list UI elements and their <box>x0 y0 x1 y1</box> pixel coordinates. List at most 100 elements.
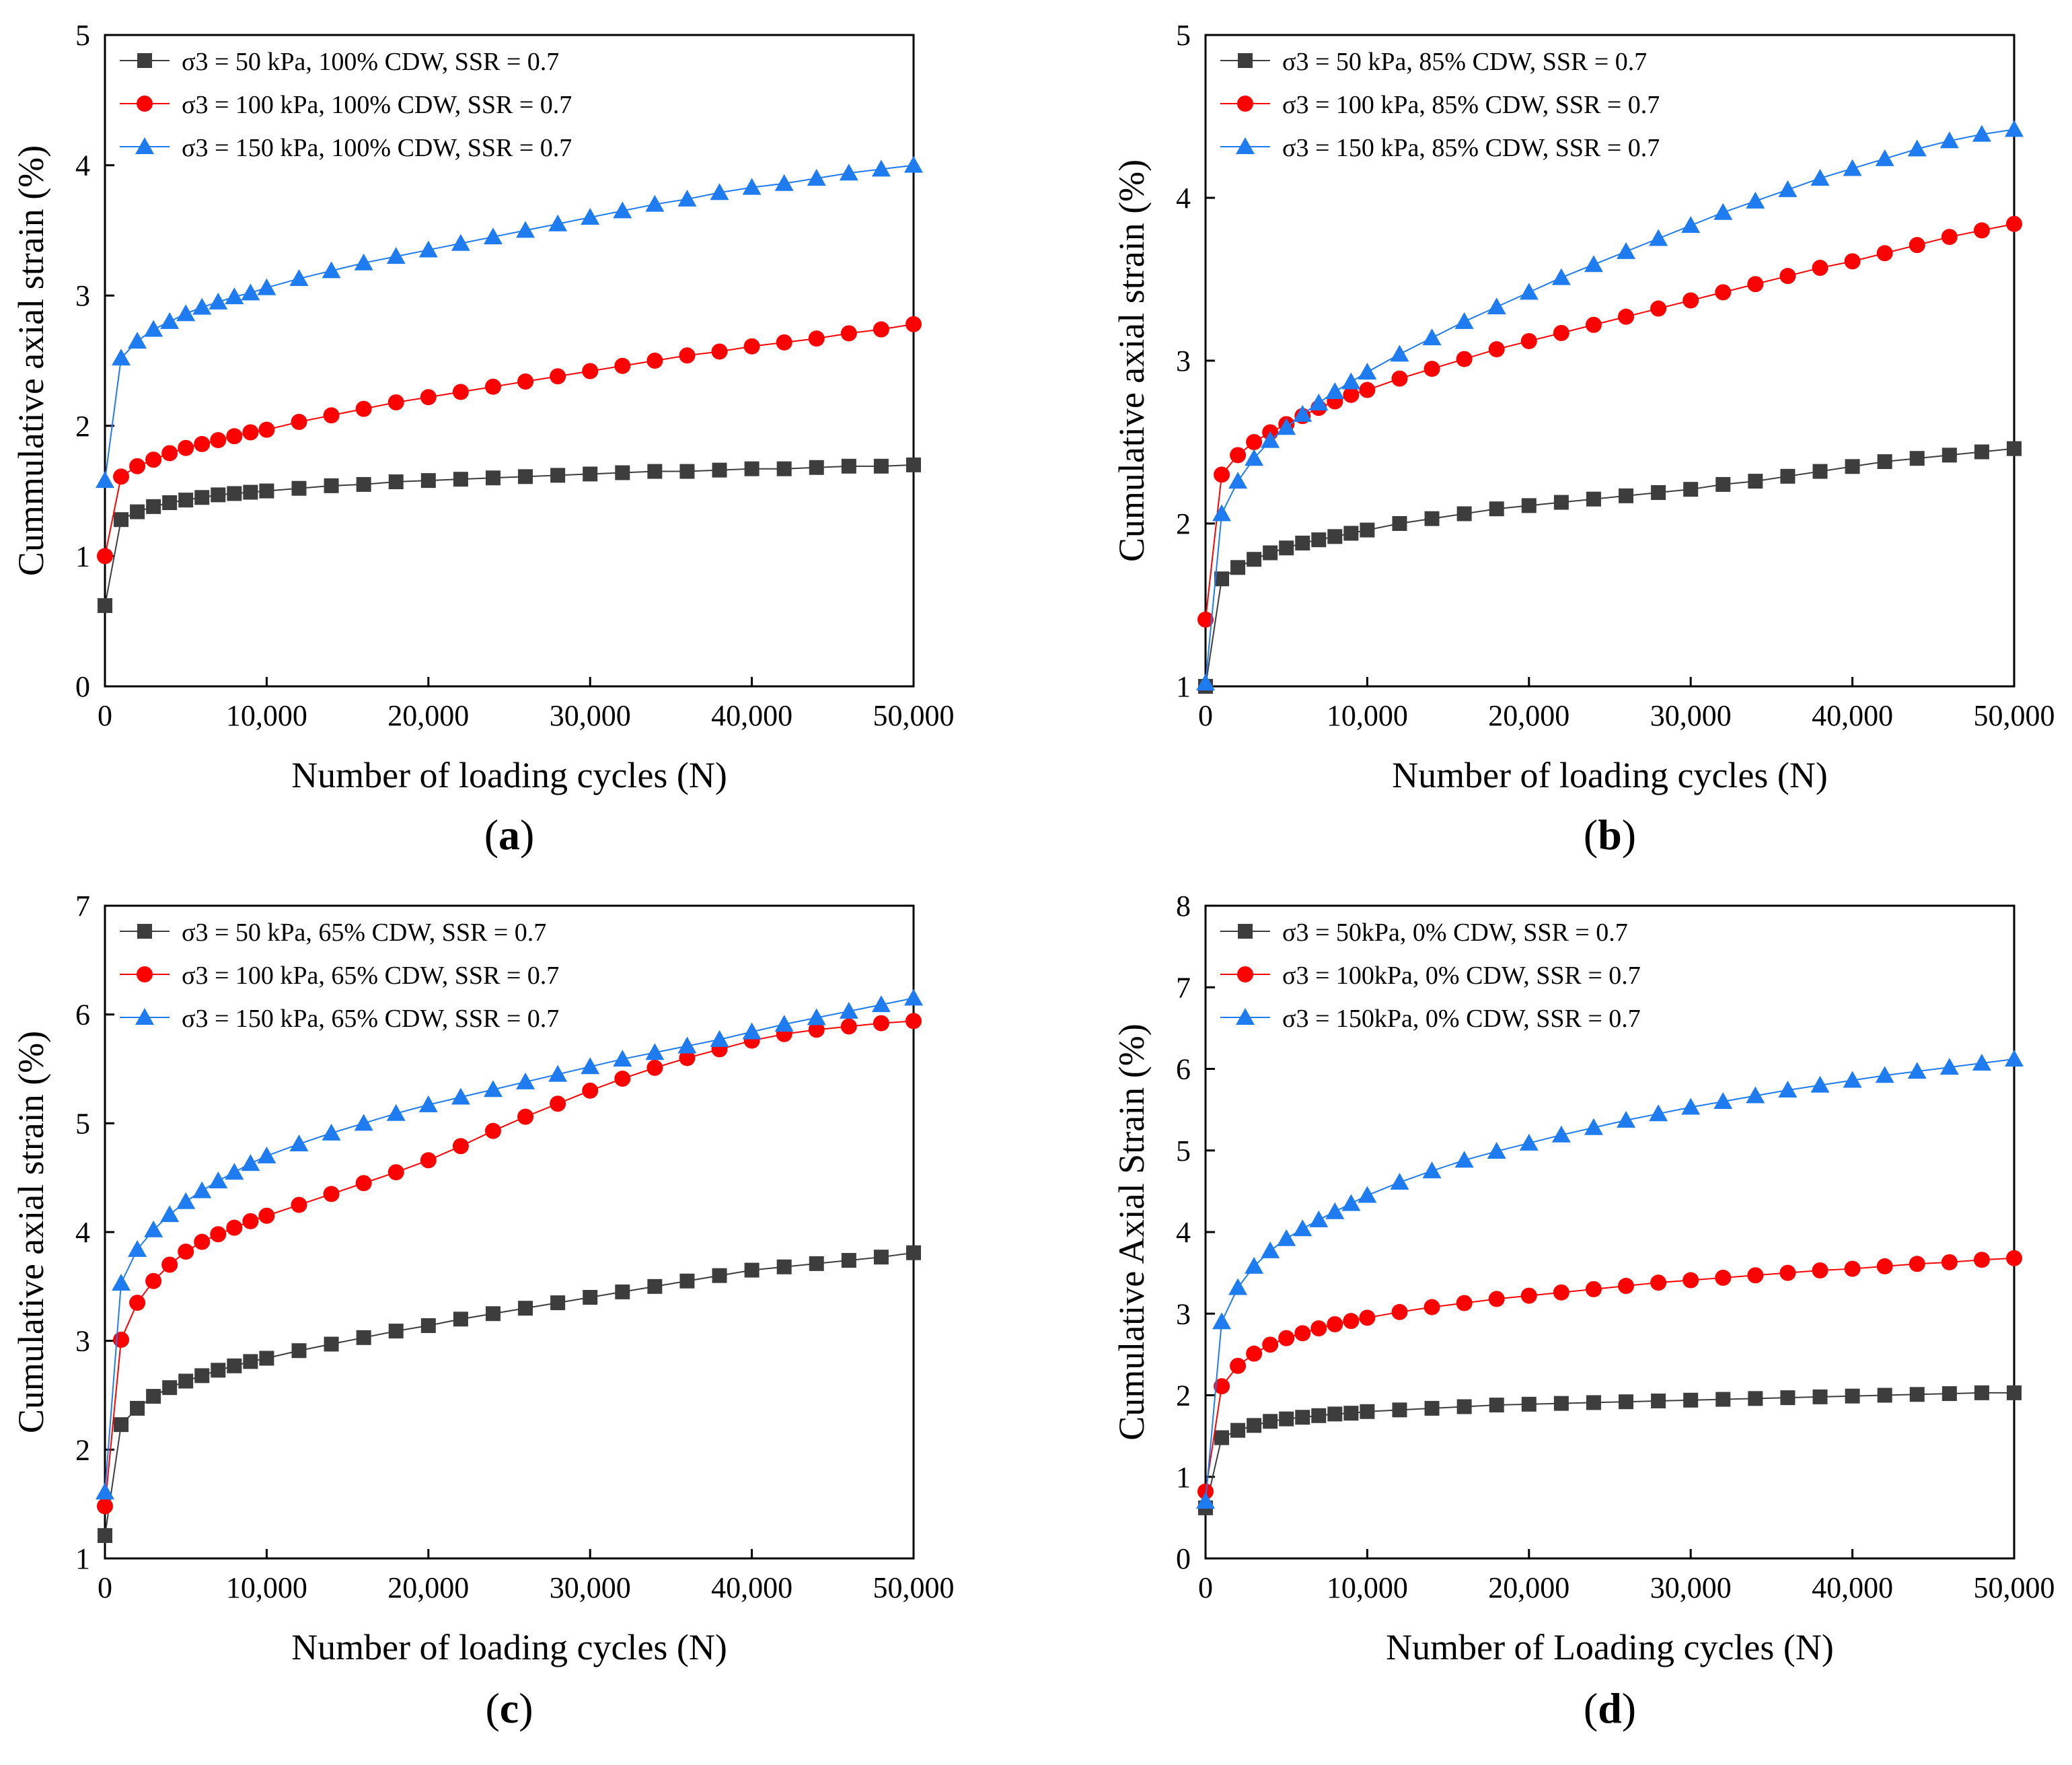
data-point <box>241 283 260 301</box>
series-line <box>104 464 914 606</box>
x-tick-label: 20,000 <box>387 699 469 732</box>
data-point <box>1617 242 1636 259</box>
data-point <box>2005 1049 2024 1067</box>
data-point <box>242 1213 259 1229</box>
data-point <box>1810 1075 1830 1093</box>
data-point <box>146 499 161 514</box>
data-point <box>646 353 663 369</box>
data-point <box>1327 1406 1343 1422</box>
x-tick-label: 20,000 <box>1488 699 1569 732</box>
data-point <box>1941 229 1958 246</box>
data-point <box>1844 253 1861 270</box>
data-point <box>905 316 922 332</box>
x-tick-label: 40,000 <box>1812 699 1893 732</box>
data-point <box>258 421 275 438</box>
data-point <box>1553 324 1569 341</box>
data-point <box>841 458 856 474</box>
legend: σ3 = 50 kPa, 85% CDW, SSR = 0.7 σ3 = 100 … <box>1220 48 1660 162</box>
panel-label-open: ( <box>484 811 498 859</box>
data-point <box>451 233 470 251</box>
data-point <box>160 1205 180 1223</box>
x-tick-label: 20,000 <box>1488 1571 1569 1604</box>
legend-marker-circle <box>137 966 153 982</box>
data-point <box>1293 1219 1312 1237</box>
data-point <box>418 1095 438 1112</box>
y-tick-label: 6 <box>75 999 90 1032</box>
data-point <box>386 1104 406 1121</box>
legend-marker-circle <box>1237 96 1253 112</box>
data-point <box>873 321 889 338</box>
data-point <box>1197 611 1214 628</box>
y-tick-label: 0 <box>1176 1542 1191 1575</box>
data-point <box>613 1049 632 1067</box>
y-tick-label: 0 <box>75 670 90 703</box>
data-point <box>1343 526 1359 541</box>
data-point <box>420 1318 436 1334</box>
chart-panel-a: 0 10,000 20,000 30,000 40,000 50,000 0 1 2 3 4 5 Num… <box>11 19 955 859</box>
data-point <box>1279 1411 1294 1427</box>
x-tick-label: 30,000 <box>1650 1571 1732 1604</box>
series-0 <box>98 1245 921 1544</box>
data-point <box>485 1306 501 1322</box>
y-tick-label: 5 <box>75 1107 90 1140</box>
data-point <box>1746 191 1765 209</box>
data-point <box>1584 1118 1603 1135</box>
data-point <box>1585 316 1602 333</box>
data-point <box>613 201 632 219</box>
y-tick-label: 4 <box>1176 1216 1191 1249</box>
data-point <box>906 457 921 472</box>
x-tick-label: 40,000 <box>711 1571 792 1604</box>
data-point <box>2007 441 2022 456</box>
series-1 <box>1197 215 2022 628</box>
y-tick-label: 3 <box>75 279 90 312</box>
data-point <box>1390 345 1409 362</box>
data-point <box>1247 552 1262 567</box>
series-0 <box>1198 1385 2022 1515</box>
data-point <box>1941 1254 1958 1270</box>
data-point <box>1454 312 1474 329</box>
data-point <box>839 1001 858 1019</box>
data-point <box>130 1400 145 1416</box>
x-axis-label: Number of loading cycles (N) <box>291 1627 727 1667</box>
data-point <box>1746 1086 1765 1104</box>
data-point <box>1488 341 1505 358</box>
chart-panel-b: 0 10,000 20,000 30,000 40,000 50,000 1 2 3 4 5 Numb… <box>1111 19 2055 859</box>
data-point <box>1553 1396 1569 1411</box>
data-point <box>1972 124 1991 142</box>
data-point <box>1650 300 1667 317</box>
data-point <box>1715 284 1732 301</box>
data-point <box>1551 268 1571 285</box>
data-point <box>161 445 178 462</box>
data-point <box>178 1373 194 1389</box>
data-point <box>1359 1309 1376 1326</box>
data-point <box>645 1043 665 1060</box>
data-point <box>1973 1252 1990 1268</box>
data-point <box>581 1057 600 1075</box>
legend-label: σ3 = 100 kPa, 65% CDW, SSR = 0.7 <box>182 962 559 990</box>
data-point <box>243 484 258 500</box>
data-point <box>1311 532 1327 548</box>
panel-label-close: ) <box>520 811 534 859</box>
data-point <box>1875 1066 1894 1083</box>
data-point <box>1617 1110 1636 1128</box>
data-point <box>114 512 129 528</box>
data-point <box>1423 361 1440 377</box>
data-point <box>1310 1320 1327 1337</box>
chart-panel-c: 0 10,000 20,000 30,000 40,000 50,000 1 2 3 4 5 6 7 Nu… <box>11 890 955 1732</box>
data-point <box>742 178 762 195</box>
data-point <box>324 1336 339 1352</box>
data-point <box>839 164 858 181</box>
x-tick-label: 0 <box>1198 699 1213 732</box>
data-point <box>453 472 468 487</box>
data-point <box>1230 447 1247 464</box>
data-point <box>1360 522 1375 538</box>
panel-label-letter: d <box>1598 1684 1622 1732</box>
data-point <box>840 325 857 342</box>
data-point <box>1715 1392 1731 1407</box>
data-point <box>259 1350 274 1366</box>
data-point <box>113 1332 130 1348</box>
data-point <box>1812 1262 1828 1278</box>
data-point <box>742 1022 762 1040</box>
panel-label-open: ( <box>1584 811 1598 859</box>
y-tick-label: 8 <box>1176 890 1191 923</box>
